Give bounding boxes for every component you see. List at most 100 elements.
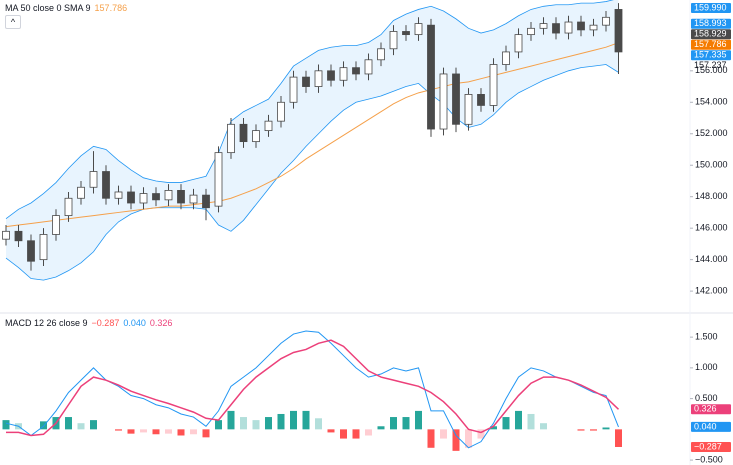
candle-body (427, 24, 435, 130)
histogram-bar (390, 417, 397, 430)
histogram-bar (415, 410, 422, 430)
candle-body (2, 230, 10, 240)
hist-label (691, 441, 731, 452)
price-label (691, 3, 731, 14)
candle-body (502, 51, 510, 65)
candle-body (227, 123, 235, 154)
y-tick-label: 150.000 (695, 160, 728, 170)
legend-value: 0.040 (123, 318, 146, 328)
histogram-bar (590, 429, 597, 431)
histogram-bar (327, 429, 335, 433)
candle-body (577, 21, 585, 31)
y-tick-label: 146.000 (695, 223, 728, 233)
candle-body (27, 240, 35, 262)
candle-body (152, 193, 160, 201)
candle-body (164, 190, 173, 201)
candle-body (364, 59, 373, 75)
legend-value: 157.786 (94, 3, 128, 13)
candle-body (77, 186, 85, 199)
histogram-bar (90, 420, 97, 430)
price-label-text: 158.993 (694, 18, 727, 28)
histogram-bar (140, 429, 147, 433)
histogram-bar (427, 429, 435, 448)
candle-body (602, 16, 610, 26)
histogram-bar (290, 410, 297, 430)
candle-body (327, 70, 335, 81)
histogram-bar (252, 420, 260, 430)
histogram-bar (377, 426, 385, 430)
candle-body (277, 101, 285, 122)
candle-body (189, 194, 198, 204)
y-tick-label: 156.000 (695, 65, 728, 75)
collapse-button[interactable]: ^ (5, 15, 21, 29)
histogram-bar (215, 420, 222, 430)
histogram-bar (302, 410, 310, 430)
price-label (691, 50, 731, 61)
legend-text: MACD 12 26 close 9 (5, 318, 88, 328)
histogram-bar (190, 429, 197, 435)
macd-label (691, 421, 731, 432)
candle-body (52, 215, 60, 235)
candle-body (402, 31, 410, 36)
price-label-text: 159.990 (694, 2, 727, 12)
ma-line (5, 42, 619, 228)
histogram-bar (165, 429, 172, 434)
histogram-bar (115, 429, 122, 431)
candle-body (514, 34, 523, 53)
histogram-bar (477, 429, 485, 439)
candle-body (314, 70, 323, 87)
y-tick-label: 142.000 (695, 285, 728, 295)
histogram-bar (265, 417, 272, 430)
histogram-bar (177, 429, 185, 436)
macd-label-text: 0.040 (694, 421, 717, 431)
candle-body (614, 9, 623, 53)
histogram-bar (240, 417, 247, 430)
histogram-bar (515, 410, 522, 430)
candle-body (564, 21, 573, 34)
signal-line (6, 339, 620, 437)
y-tick-label: 1.500 (695, 332, 718, 342)
candle-body (177, 190, 185, 204)
candle-body (589, 24, 598, 31)
candle-body (527, 27, 535, 36)
y-tick-label: −0.500 (695, 454, 723, 464)
candle-body (539, 23, 548, 29)
candle-body (139, 193, 148, 204)
candle-body (552, 23, 560, 34)
histogram-bar (65, 417, 72, 430)
price-legend: MA 50 close 0 SMA 9 157.786 (5, 3, 131, 13)
signal-label (691, 404, 731, 415)
candle-body (452, 73, 460, 125)
band-fill (6, 0, 619, 281)
histogram-bar (577, 429, 585, 431)
histogram-bar (602, 427, 610, 430)
y-tick-label: 148.000 (695, 191, 728, 201)
macd-line (5, 330, 619, 449)
histogram-bar (402, 417, 410, 430)
candle-body (252, 130, 260, 143)
candle-body (214, 152, 223, 207)
candle-body (14, 230, 23, 242)
histogram-bar (227, 410, 235, 430)
candle-body (114, 191, 123, 199)
candle-body (127, 191, 135, 204)
price-label (691, 18, 731, 29)
legend-value: 0.326 (149, 318, 173, 328)
candle-body (102, 171, 110, 199)
candle-body (389, 31, 398, 50)
candle-body (477, 94, 485, 106)
candle-body (352, 67, 360, 75)
histogram-bar (615, 429, 622, 447)
histogram-bar (465, 429, 472, 448)
price-label-text: 158.929 (694, 29, 727, 39)
price-label (691, 39, 731, 50)
price-label-text: 157.335 (694, 50, 727, 60)
candle-body (264, 120, 273, 132)
candle-body (202, 194, 210, 209)
macd-legend: MACD 12 26 close 9 −0.287 0.040 0.326 (5, 318, 176, 328)
candle-body (464, 94, 473, 125)
candle-body (339, 67, 348, 81)
histogram-bar (490, 426, 497, 430)
